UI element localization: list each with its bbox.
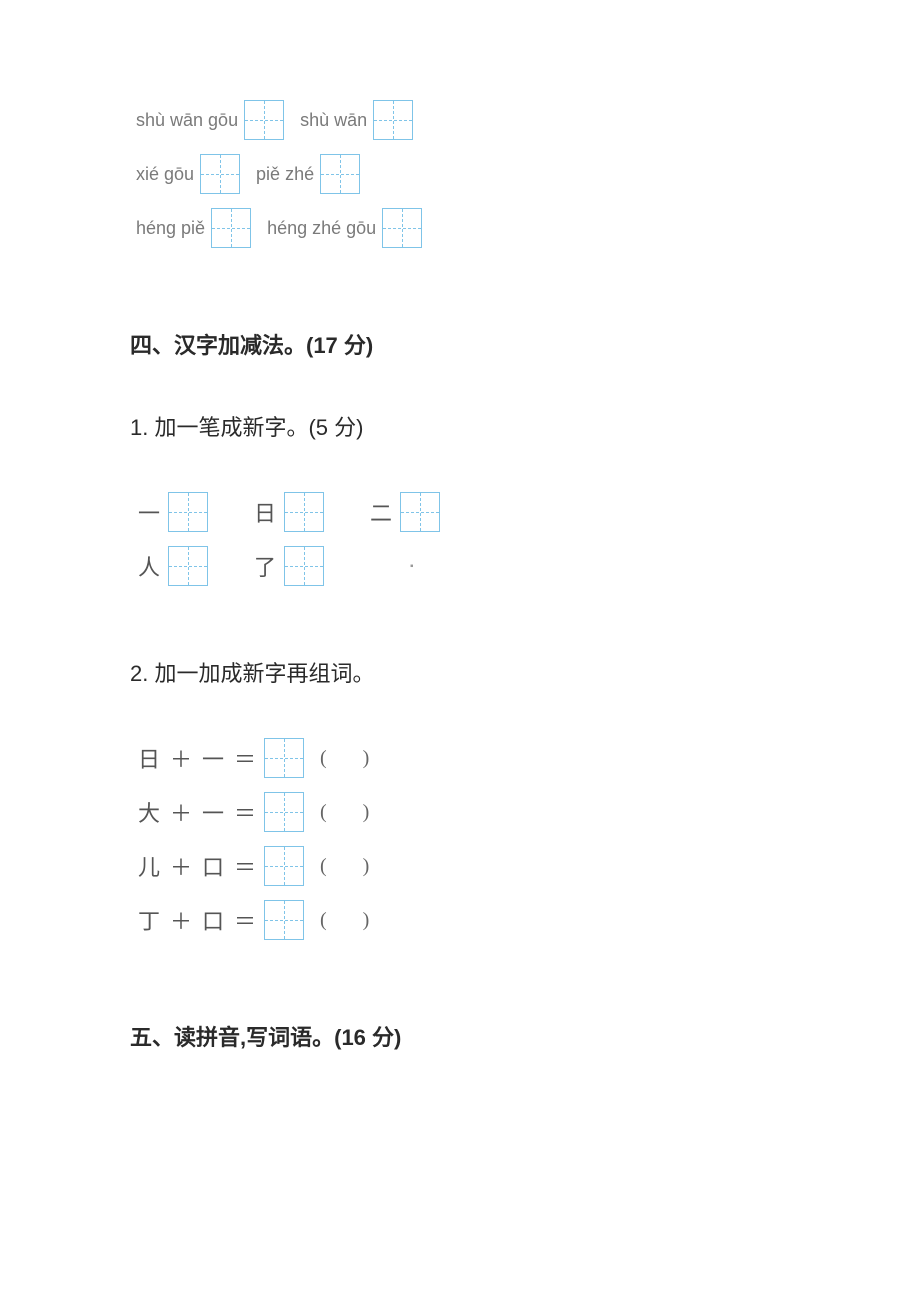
section-4-2-heading: 2. 加一加成新字再组词。	[130, 656, 790, 688]
word-blank[interactable]: ()	[320, 909, 369, 932]
add-stroke-block: 一 日 二 人 了 ▪	[136, 492, 790, 586]
equals-sign: ＝	[232, 742, 258, 774]
page-marker: ▪	[410, 561, 414, 572]
tian-box[interactable]	[400, 492, 440, 532]
tian-box[interactable]	[264, 846, 304, 886]
pinyin-label: xié gōu	[136, 164, 194, 185]
tian-box[interactable]	[284, 546, 324, 586]
hanzi-char: 一	[136, 496, 162, 528]
plus-sign: ＋	[168, 850, 194, 882]
equals-sign: ＝	[232, 796, 258, 828]
combine-block: 日 ＋ 一 ＝ () 大 ＋ 一 ＝ () 儿 ＋ 口 ＝ () 丁 ＋ 口 ＝	[136, 738, 790, 940]
plus-sign: ＋	[168, 796, 194, 828]
tian-box[interactable]	[264, 792, 304, 832]
tian-box[interactable]	[284, 492, 324, 532]
hanzi-char: 一	[200, 796, 226, 828]
tian-box[interactable]	[168, 546, 208, 586]
stroke-row: héng piě héng zhé gōu	[136, 208, 790, 248]
tian-box[interactable]	[200, 154, 240, 194]
section-4-heading: 四、汉字加减法。(17 分)	[130, 328, 790, 360]
word-blank[interactable]: ()	[320, 801, 369, 824]
section-4-1-heading: 1. 加一笔成新字。(5 分)	[130, 410, 790, 442]
tian-box[interactable]	[373, 100, 413, 140]
add-stroke-row: 一 日 二	[136, 492, 790, 532]
equals-sign: ＝	[232, 850, 258, 882]
worksheet-page: shù wān gōu shù wān xié gōu piě zhé héng…	[0, 0, 920, 1162]
tian-box[interactable]	[211, 208, 251, 248]
combine-row: 日 ＋ 一 ＝ ()	[136, 738, 790, 778]
word-blank[interactable]: ()	[320, 747, 369, 770]
hanzi-char: 人	[136, 550, 162, 582]
pinyin-label: héng zhé gōu	[267, 218, 376, 239]
hanzi-char: 一	[200, 742, 226, 774]
hanzi-char: 儿	[136, 850, 162, 882]
combine-row: 儿 ＋ 口 ＝ ()	[136, 846, 790, 886]
combine-row: 丁 ＋ 口 ＝ ()	[136, 900, 790, 940]
combine-row: 大 ＋ 一 ＝ ()	[136, 792, 790, 832]
stroke-row: shù wān gōu shù wān	[136, 100, 790, 140]
plus-sign: ＋	[168, 904, 194, 936]
tian-box[interactable]	[320, 154, 360, 194]
pinyin-label: shù wān gōu	[136, 110, 238, 131]
plus-sign: ＋	[168, 742, 194, 774]
hanzi-char: 大	[136, 796, 162, 828]
hanzi-char: 二	[368, 496, 394, 528]
tian-box[interactable]	[244, 100, 284, 140]
pinyin-label: héng piě	[136, 218, 205, 239]
pinyin-label: shù wān	[300, 110, 367, 131]
section-5-heading: 五、读拼音,写词语。(16 分)	[130, 1020, 790, 1052]
tian-box[interactable]	[264, 900, 304, 940]
word-blank[interactable]: ()	[320, 855, 369, 878]
pinyin-label: piě zhé	[256, 164, 314, 185]
tian-box[interactable]	[168, 492, 208, 532]
hanzi-char: 口	[200, 904, 226, 936]
hanzi-char: 日	[252, 496, 278, 528]
hanzi-char: 口	[200, 850, 226, 882]
equals-sign: ＝	[232, 904, 258, 936]
hanzi-char: 丁	[136, 904, 162, 936]
stroke-row: xié gōu piě zhé	[136, 154, 790, 194]
hanzi-char: 日	[136, 742, 162, 774]
hanzi-char: 了	[252, 550, 278, 582]
tian-box[interactable]	[382, 208, 422, 248]
tian-box[interactable]	[264, 738, 304, 778]
add-stroke-row: 人 了 ▪	[136, 546, 790, 586]
strokes-block: shù wān gōu shù wān xié gōu piě zhé héng…	[136, 100, 790, 248]
